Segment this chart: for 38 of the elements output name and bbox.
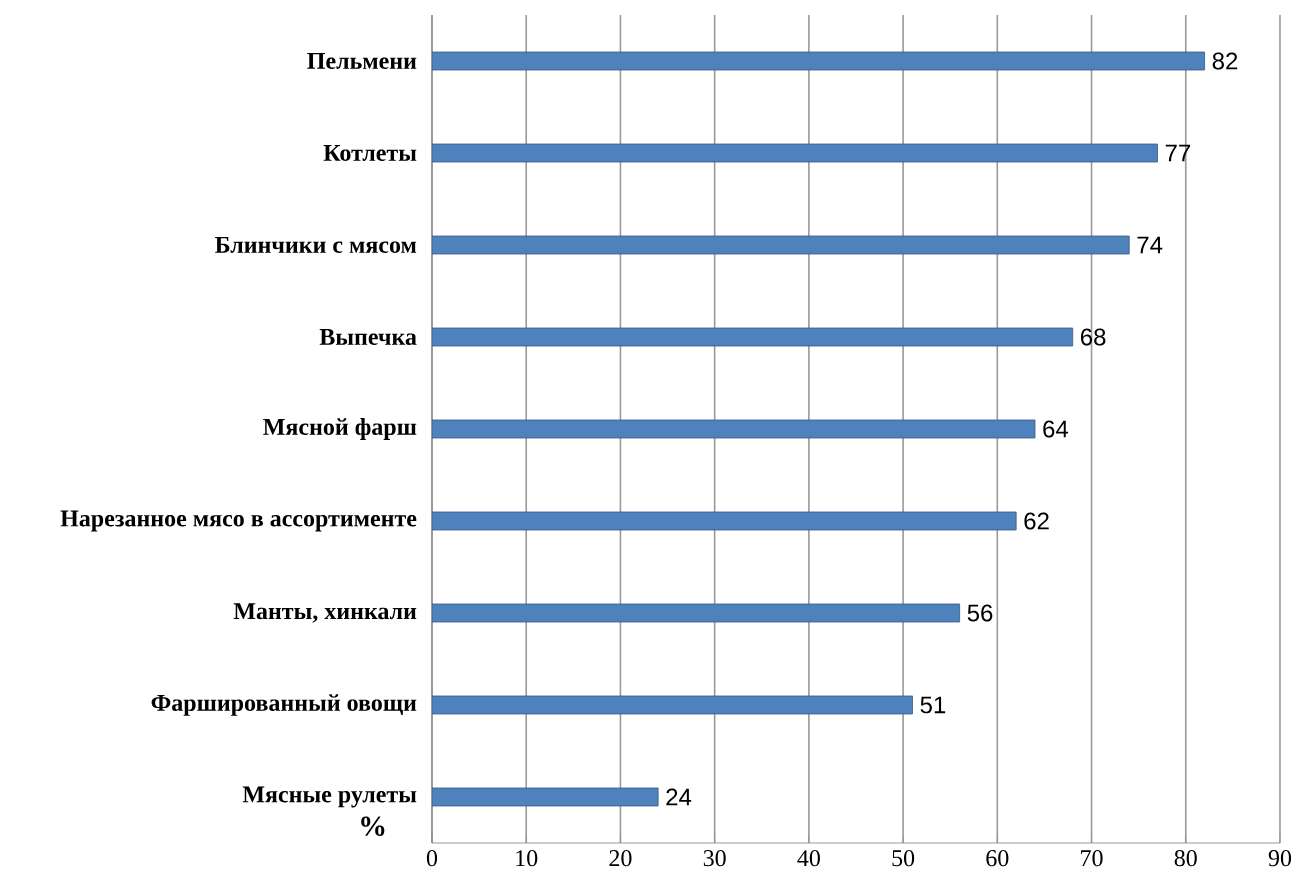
x-axis-title: % xyxy=(361,816,385,836)
y-tick-label: Блинчики с мясом xyxy=(215,237,417,253)
data-label: 56 xyxy=(967,604,993,622)
data-label: 64 xyxy=(1043,420,1069,438)
x-tick-label: 70 xyxy=(1081,850,1103,867)
data-label: 68 xyxy=(1080,328,1106,346)
bar xyxy=(432,51,1205,71)
bar xyxy=(432,143,1158,163)
x-tick-label: 90 xyxy=(1268,850,1292,867)
data-label: 51 xyxy=(920,696,946,714)
data-label: 82 xyxy=(1212,52,1238,70)
bar xyxy=(432,603,961,623)
y-tick-label: Пельмени xyxy=(307,53,417,69)
bar xyxy=(432,695,913,715)
bar xyxy=(432,235,1130,255)
y-tick-label: Котлеты xyxy=(323,145,417,161)
x-tick-label: 80 xyxy=(1174,850,1197,867)
bar xyxy=(432,511,1017,531)
y-tick-label: Выпечка xyxy=(319,329,417,345)
x-tick-label: 30 xyxy=(703,850,726,867)
data-label: 74 xyxy=(1137,236,1163,254)
bar xyxy=(432,327,1074,347)
x-tick-label: 20 xyxy=(609,850,632,867)
bar xyxy=(432,787,659,807)
y-tick-label: Фаршированный овощи xyxy=(151,694,417,716)
x-tick-label: 40 xyxy=(797,850,820,867)
data-label: 77 xyxy=(1165,144,1191,162)
x-tick-label: 0 xyxy=(426,850,438,867)
y-tick-label: Мясной фарш xyxy=(263,418,417,440)
data-label: 62 xyxy=(1024,512,1049,530)
bar xyxy=(432,419,1036,439)
x-tick-label: 60 xyxy=(986,850,1009,867)
y-tick-label: Мясные рулеты xyxy=(242,786,417,808)
y-tick-label: Манты, хинкали xyxy=(233,603,417,623)
x-tick-label: 50 xyxy=(892,850,915,867)
x-tick-label: 10 xyxy=(516,850,538,867)
y-tick-label: Нарезанное мясо в ассортименте xyxy=(60,510,417,532)
data-label: 24 xyxy=(666,788,692,806)
